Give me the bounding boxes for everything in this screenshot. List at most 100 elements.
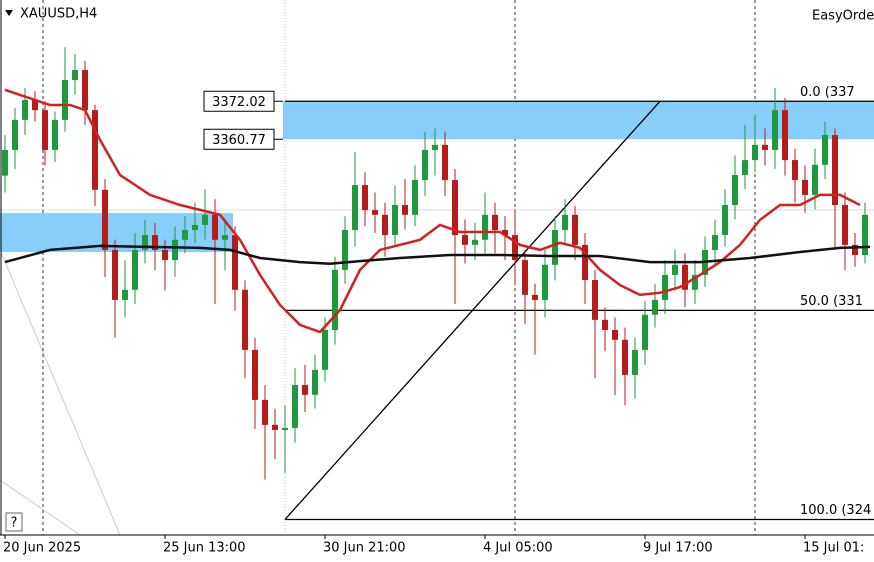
candle-body xyxy=(772,110,778,150)
fib-label: 0.0 (337 xyxy=(800,85,855,100)
candle-body xyxy=(652,299,658,315)
candle-body xyxy=(812,164,818,195)
candle-body xyxy=(312,369,318,395)
candle-body xyxy=(782,110,788,161)
candle-body xyxy=(252,349,258,400)
candle-body xyxy=(842,205,848,245)
menu-arrow[interactable] xyxy=(5,10,13,16)
candle-body xyxy=(272,424,278,430)
candle-body xyxy=(432,144,438,150)
candle-body xyxy=(122,289,128,300)
candle-body xyxy=(72,69,78,81)
candle-body xyxy=(12,119,18,150)
candle-body xyxy=(562,214,568,231)
x-tick-label: 15 Jul 01: xyxy=(803,541,864,556)
candle-body xyxy=(112,249,118,300)
candle-body xyxy=(62,80,68,120)
drawing-line xyxy=(0,479,81,536)
plot: 0.0 (337 50.0 (331 100.0 (324 3372.02 3360.7… xyxy=(0,47,874,556)
candle-body xyxy=(462,235,468,245)
candle-body xyxy=(542,264,548,300)
candle-body xyxy=(392,205,398,236)
x-tick-label: 20 Jun 2025 xyxy=(3,541,81,556)
candle-body xyxy=(482,214,488,240)
candle-body xyxy=(582,244,588,280)
candle-body xyxy=(472,239,478,245)
candle-body xyxy=(292,385,298,428)
candle-body xyxy=(602,319,608,330)
candle-body xyxy=(682,264,688,290)
candle-body xyxy=(362,185,368,211)
candle-body xyxy=(802,180,808,195)
moving-average xyxy=(4,244,871,266)
candle-body xyxy=(712,235,718,250)
candle-body xyxy=(372,210,378,215)
candle-body xyxy=(162,249,168,261)
candle-body xyxy=(222,235,228,240)
candle-body xyxy=(852,244,858,256)
candle-body xyxy=(672,264,678,275)
candle-body xyxy=(382,214,388,236)
symbol-title: XAUUSD,H4 xyxy=(20,7,97,22)
candle-body xyxy=(572,214,578,245)
x-tick-label: 25 Jun 13:00 xyxy=(163,541,246,556)
candle-body xyxy=(422,149,428,181)
candle-body xyxy=(822,135,828,165)
candle-body xyxy=(722,205,728,236)
candle-body xyxy=(322,329,328,370)
candle-body xyxy=(212,214,218,240)
candle-body xyxy=(752,144,758,161)
candle-body xyxy=(792,160,798,181)
candle-body xyxy=(832,135,838,206)
candle-body xyxy=(552,230,558,265)
x-tick-label: 30 Jun 21:00 xyxy=(323,541,406,556)
ea-label: EasyOrde xyxy=(812,9,874,24)
candle-body xyxy=(142,235,148,250)
candle-body xyxy=(412,180,418,215)
candle-body xyxy=(332,269,338,330)
candle-body xyxy=(82,69,88,111)
candle-body xyxy=(132,249,138,290)
price-label: 3360.77 xyxy=(212,133,266,148)
candle-body xyxy=(762,144,768,150)
candle-body xyxy=(302,385,308,395)
candle-body xyxy=(262,399,268,425)
candle-body xyxy=(102,189,108,250)
candle-body xyxy=(282,427,288,430)
candle-body xyxy=(732,174,738,206)
candle-body xyxy=(502,230,508,236)
candle-body xyxy=(2,149,8,176)
candle-body xyxy=(92,110,98,190)
candle-body xyxy=(862,214,868,256)
x-tick-label: 4 Jul 05:00 xyxy=(483,541,553,556)
price-label: 3372.02 xyxy=(212,95,266,110)
candle-body xyxy=(692,274,698,290)
help-button[interactable] xyxy=(5,512,23,532)
candle-body xyxy=(342,230,348,270)
candle-body xyxy=(22,99,28,120)
candle-body xyxy=(172,239,178,261)
candle-body xyxy=(442,144,448,181)
candle-body xyxy=(352,185,358,231)
candle-body xyxy=(592,279,598,320)
decor xyxy=(0,0,874,536)
fib-label: 100.0 (324 xyxy=(800,503,871,518)
candle-body xyxy=(452,180,458,236)
candle-body xyxy=(532,294,538,300)
candle-body xyxy=(152,235,158,250)
candle-body xyxy=(202,214,208,225)
candle-body xyxy=(42,110,48,150)
candle-body xyxy=(402,205,408,215)
candle-body xyxy=(192,224,198,231)
candle-body xyxy=(52,119,58,150)
x-tick-label: 9 Jul 17:00 xyxy=(643,541,713,556)
candle-body xyxy=(622,339,628,375)
candle-body xyxy=(232,235,238,290)
candle-body xyxy=(242,289,248,350)
candle-body xyxy=(182,230,188,240)
fib-label: 50.0 (331 xyxy=(800,294,863,309)
candle-body xyxy=(632,349,638,375)
help-text[interactable]: ? xyxy=(11,516,18,531)
candle-body xyxy=(492,214,498,231)
